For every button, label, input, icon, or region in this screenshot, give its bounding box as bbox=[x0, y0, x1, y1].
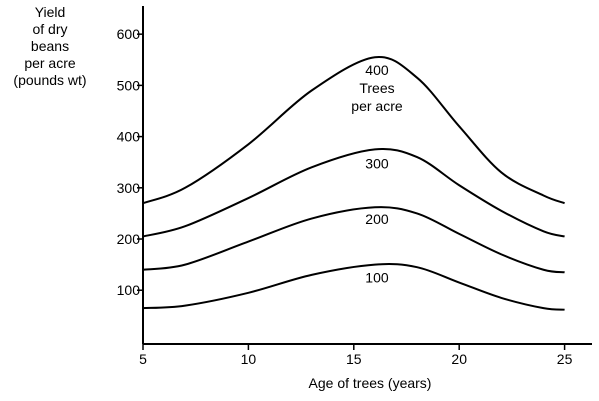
y-tick-label: 200 bbox=[117, 231, 141, 247]
y-tick-label: 400 bbox=[117, 129, 141, 145]
curve-300-trees bbox=[142, 147, 565, 238]
curve-label-300: 300 bbox=[365, 155, 389, 171]
x-tick-label: 20 bbox=[451, 351, 467, 367]
x-tick-label: 10 bbox=[241, 351, 257, 367]
ticks: 5 10 15 20 25 100 200 300 400 500 600 bbox=[117, 26, 573, 367]
axes bbox=[142, 6, 592, 345]
x-tick-label: 25 bbox=[557, 351, 573, 367]
y-axis-label-line-4: per acre bbox=[24, 55, 76, 71]
y-axis-label: Yield of dry beans per acre (pounds wt) bbox=[0, 4, 100, 89]
curve-label-200: 200 bbox=[365, 211, 389, 227]
y-tick-label: 300 bbox=[117, 180, 141, 196]
x-axis-label: Age of trees (years) bbox=[309, 375, 432, 391]
y-axis-label-line-2: of dry bbox=[32, 21, 68, 37]
curve-200-trees bbox=[142, 206, 565, 274]
curve-label-400-line-3: per acre bbox=[351, 98, 403, 114]
y-axis-label-line-1: Yield bbox=[34, 4, 66, 20]
curve-label-400: 400 bbox=[365, 62, 389, 78]
y-tick-label: 100 bbox=[117, 282, 141, 298]
y-tick-label: 600 bbox=[117, 26, 141, 42]
x-tick-label: 15 bbox=[346, 351, 362, 367]
y-axis-label-line-3: beans bbox=[30, 38, 70, 54]
curve-100-trees bbox=[142, 263, 565, 311]
curve-label-100: 100 bbox=[365, 270, 389, 286]
y-axis-label-line-5: (pounds wt) bbox=[13, 72, 87, 88]
y-tick-label: 500 bbox=[117, 77, 141, 93]
curves bbox=[142, 56, 565, 311]
x-tick-label: 5 bbox=[139, 351, 147, 367]
curve-400-trees bbox=[142, 56, 565, 205]
curve-label-400-line-2: Trees bbox=[359, 80, 394, 96]
curve-annotations: 400 Trees per acre 300 200 100 bbox=[351, 62, 403, 285]
